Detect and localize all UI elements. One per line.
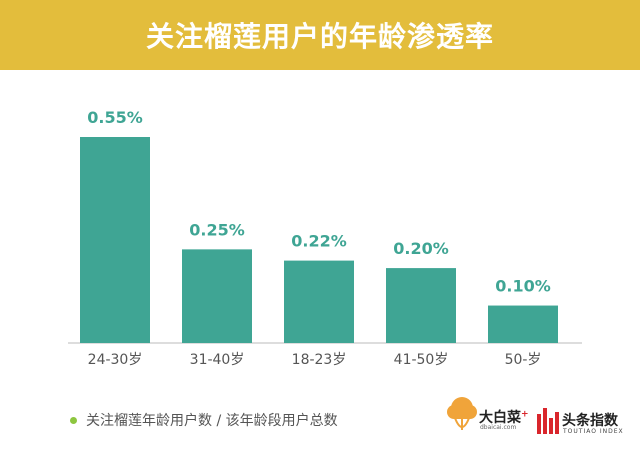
bar-4	[488, 305, 558, 343]
legend: 关注榴莲年龄用户数 / 该年龄段用户总数	[70, 410, 338, 430]
x-tick-label-2: 18-23岁	[292, 352, 347, 368]
bar-2	[284, 260, 354, 343]
dabaicai-domain: dbaicai.com	[480, 424, 517, 431]
toutiao-subtitle: TOUTIAO INDEX	[563, 428, 624, 435]
toutiao-logo: 头条指数 TOUTIAO INDEX	[536, 404, 636, 440]
x-tick-label-3: 41-50岁	[394, 352, 449, 368]
bar-1	[182, 249, 252, 343]
toutiao-name: 头条指数	[562, 413, 618, 429]
x-tick-label-0: 24-30岁	[88, 352, 143, 368]
chart-title: 关注榴莲用户的年龄渗透率	[145, 20, 494, 53]
x-tick-label-1: 31-40岁	[190, 352, 245, 368]
x-tick-label-4: 50-岁	[505, 352, 542, 368]
value-label-2: 0.22%	[291, 232, 347, 251]
value-label-0: 0.55%	[87, 108, 143, 127]
bar-chart: 0.55% 24-30岁 0.25% 31-40岁 0.22% 18-23岁 0.20% 41…	[68, 108, 582, 368]
value-label-3: 0.20%	[393, 239, 449, 258]
dabaicai-cabbage-icon	[447, 397, 477, 430]
bar-3	[386, 268, 456, 343]
value-label-4: 0.10%	[495, 277, 551, 296]
dabaicai-logo: 大白菜+ dbaicai.com	[446, 396, 532, 436]
title-bar: 关注榴莲用户的年龄渗透率	[0, 0, 640, 70]
bar-0	[80, 137, 150, 343]
legend-label: 关注榴莲年龄用户数 / 该年龄段用户总数	[86, 413, 338, 429]
value-label-1: 0.25%	[189, 220, 245, 239]
toutiao-bars-icon	[537, 408, 559, 434]
dabaicai-name: 大白菜+	[479, 409, 529, 426]
legend-dot-icon	[70, 416, 77, 424]
